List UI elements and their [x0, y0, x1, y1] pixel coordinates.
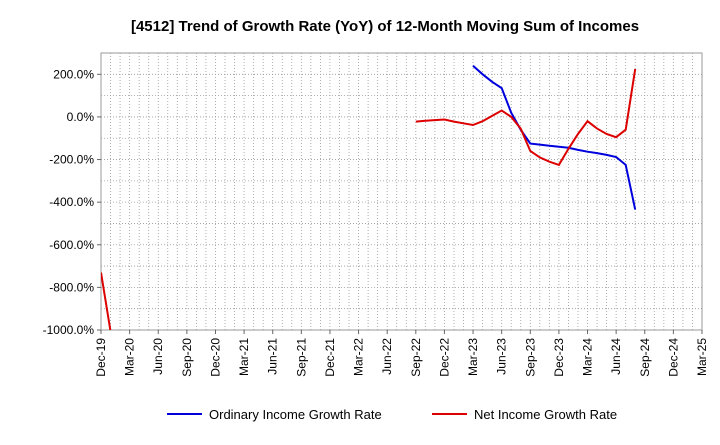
x-tick-label: Mar-22	[352, 338, 366, 376]
y-tick-label: -1000.0%	[43, 323, 95, 337]
x-tick-label: Jun-22	[380, 338, 394, 375]
x-tick-label: Mar-21	[237, 338, 251, 376]
x-tick-label: Mar-23	[466, 338, 480, 376]
x-tick-label: Sep-23	[523, 338, 537, 377]
x-tick-label: Dec-21	[323, 338, 337, 377]
x-tick-label: Jun-24	[609, 338, 623, 375]
x-tick-label: Sep-22	[409, 338, 423, 377]
plot-area	[100, 52, 703, 331]
y-axis: 200.0% 0.0% -200.0% -400.0% -600.0% -800.0% -1…	[43, 67, 101, 337]
x-tick-label: Dec-22	[437, 338, 451, 377]
x-tick-label: Sep-21	[294, 338, 308, 377]
y-tick-label: -800.0%	[49, 280, 94, 294]
y-tick-label: -600.0%	[49, 238, 94, 252]
x-tick-label: Dec-24	[666, 338, 680, 377]
x-tick-label: Dec-23	[552, 338, 566, 377]
y-tick-label: -400.0%	[49, 195, 94, 209]
chart-title: [4512] Trend of Growth Rate (YoY) of 12-…	[131, 18, 639, 35]
x-tick-label: Mar-24	[581, 338, 595, 376]
x-tick-label: Dec-19	[94, 338, 108, 377]
x-tick-label: Mar-25	[695, 338, 709, 376]
series-line-net-income-growth-rate	[101, 68, 637, 330]
x-tick-label: Jun-21	[266, 338, 280, 375]
x-tick-label: Sep-24	[638, 338, 652, 377]
legend: Ordinary Income Growth Rate Net Income Gr…	[167, 407, 617, 422]
legend-label: Ordinary Income Growth Rate	[209, 407, 382, 422]
x-axis: Dec-19 Mar-20 Jun-20 Sep-20 Dec-20 Mar-21 Jun-…	[94, 330, 709, 377]
x-tick-label: Mar-20	[123, 338, 137, 376]
x-tick-label: Sep-20	[180, 338, 194, 377]
legend-label: Net Income Growth Rate	[474, 407, 617, 422]
y-tick-label: 200.0%	[53, 67, 94, 81]
x-tick-label: Dec-20	[208, 338, 222, 377]
series-line-ordinary-income-growth-rate	[472, 65, 637, 210]
x-tick-label: Jun-23	[495, 338, 509, 375]
series-layer	[101, 65, 637, 330]
y-tick-label: -200.0%	[49, 153, 94, 167]
x-tick-label: Jun-20	[151, 338, 165, 375]
grid	[101, 53, 702, 330]
y-tick-label: 0.0%	[67, 110, 95, 124]
